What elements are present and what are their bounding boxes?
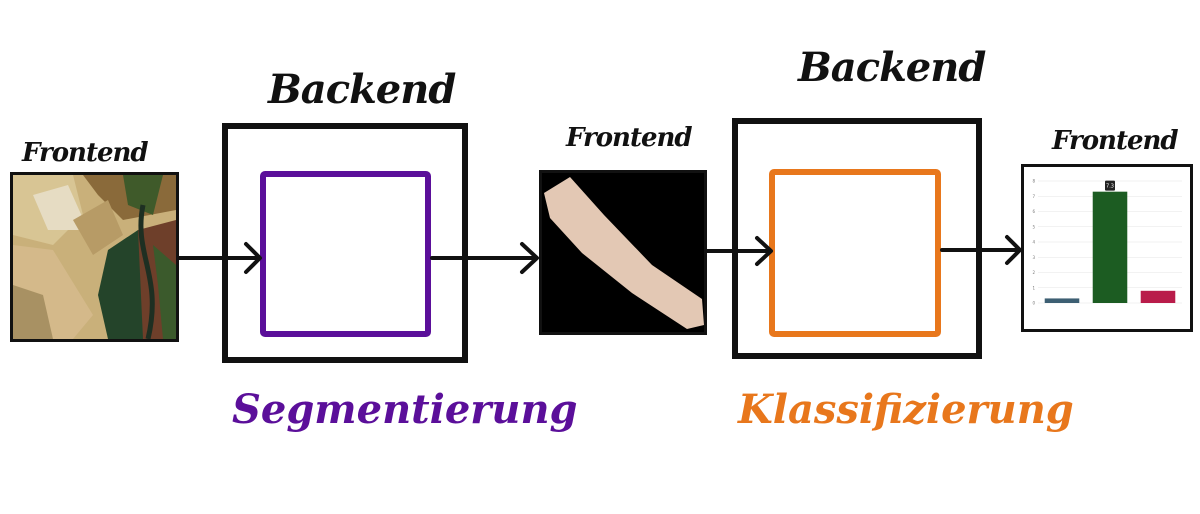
bar-chart: 0 1 2 3 4 5 6 7 8 7.3: [1032, 179, 1182, 306]
arrow-3: [704, 236, 773, 266]
segmentation-box: [260, 171, 431, 337]
y-tick-label: 6: [1032, 209, 1035, 214]
frontend-label-3: Frontend: [1052, 126, 1179, 156]
backend-box-2: [732, 118, 982, 359]
y-tick-label: 3: [1032, 255, 1035, 260]
y-tick-label: 1: [1032, 285, 1035, 290]
arrow-4: [940, 235, 1022, 265]
y-tick-label: 5: [1032, 224, 1035, 229]
segmentation-label: Segmentierung: [232, 386, 578, 433]
backend-label-1: Backend: [268, 66, 456, 113]
bar: [1044, 298, 1080, 303]
y-tick-label: 8: [1032, 179, 1035, 184]
backend-box-1: [222, 123, 468, 363]
y-tick-label: 2: [1032, 270, 1035, 275]
y-tick-label: 7: [1032, 194, 1035, 199]
y-tick-label: 0: [1032, 301, 1035, 306]
frontend-label-1: Frontend: [22, 138, 149, 168]
classification-box: [769, 169, 941, 337]
classification-label: Klassifizierung: [738, 386, 1074, 433]
y-tick-label: 4: [1032, 240, 1035, 245]
bar-chart-panel: 0 1 2 3 4 5 6 7 8 7.3: [1021, 164, 1193, 332]
satellite-image: [10, 172, 179, 342]
frontend-label-2: Frontend: [566, 123, 693, 153]
data-label: 7.3: [1106, 184, 1114, 190]
bar: [1092, 191, 1128, 303]
arrow-2: [430, 242, 539, 274]
backend-label-2: Backend: [798, 44, 986, 91]
bar: [1140, 290, 1176, 303]
data-label-box: [1105, 180, 1115, 191]
arrow-1: [176, 242, 262, 274]
segmentation-mask-image: [539, 170, 707, 335]
